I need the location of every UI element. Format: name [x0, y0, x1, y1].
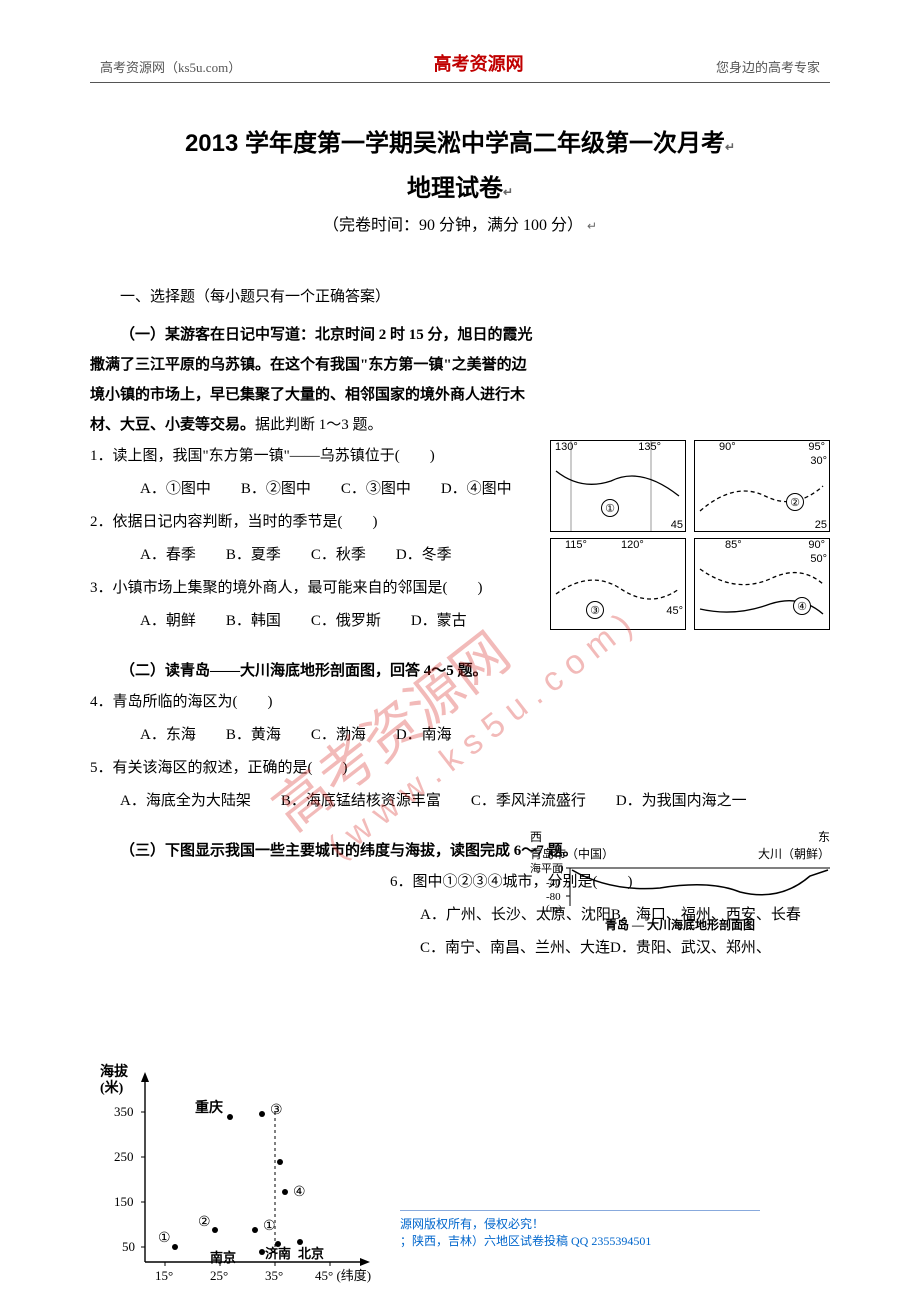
footer-line-2: ；陕西，吉林）六地区试卷投稿 QQ 2355394501	[400, 1232, 760, 1249]
exam-title-text: 2013 学年度第一学期吴淞中学高二年级第一次月考	[185, 130, 725, 157]
question-4-options: A．东海 B．黄海 C．渤海 D．南海	[140, 719, 830, 752]
header-left: 高考资源网（ks5u.com）	[100, 57, 241, 76]
svg-text:①: ①	[263, 1219, 276, 1234]
q6-opt-d: D．贵阳、武汉、郑州、	[610, 940, 771, 956]
header-brand: 高考资源网	[434, 50, 524, 76]
page-root: 高考资源网（ks5u.com） 高考资源网 您身边的高考专家 2013 学年度第…	[0, 0, 920, 1126]
map-3: 115° 120° 45° ③	[550, 538, 686, 630]
svg-text:海拔: 海拔	[100, 1063, 129, 1080]
exam-title: 2013 学年度第一学期吴淞中学高二年级第一次月考↵	[90, 123, 830, 158]
svg-text:150: 150	[114, 1194, 134, 1209]
passage-1-tail: 据此判断 1～3 题。	[255, 417, 383, 433]
map-2-num: ②	[786, 493, 804, 511]
profile-east: 东	[818, 828, 830, 845]
header-rule	[90, 82, 830, 83]
svg-text:②: ②	[198, 1215, 211, 1230]
svg-text:250: 250	[114, 1149, 134, 1164]
svg-text:(m): (m)	[546, 903, 562, 912]
svg-text:50: 50	[122, 1239, 135, 1254]
map-3-num: ③	[586, 601, 604, 619]
question-5-options: A．海底全为大陆架 B．海底锰结核资源丰富 C．季风洋流盛行 D．为我国内海之一	[120, 785, 830, 818]
svg-text:④: ④	[293, 1185, 306, 1200]
svg-text:(米): (米)	[100, 1079, 124, 1096]
question-6-opt-cd: C．南宁、南昌、兰州、大连D．贵阳、武汉、郑州、	[420, 932, 830, 965]
svg-text:南京: 南京	[210, 1250, 236, 1265]
map-1: 130° 135° 45 ①	[550, 440, 686, 532]
map-4: 85° 90° 50° ④	[694, 538, 830, 630]
exam-timing: （完卷时间：90 分钟，满分 100 分） ↵	[90, 211, 830, 235]
profile-caption: 青岛 — 大川海底地形剖面图	[530, 916, 830, 933]
svg-text:③: ③	[270, 1103, 283, 1118]
header-right: 您身边的高考专家	[716, 57, 820, 76]
question-4: 4．青岛所临的海区为( )	[90, 686, 830, 719]
svg-text:350: 350	[114, 1104, 134, 1119]
q6-opt-c: C．南宁、南昌、兰州、大连	[420, 940, 610, 956]
map-1-num: ①	[601, 499, 619, 517]
page-footer: 源网版权所有，侵权必究！ ；陕西，吉林）六地区试卷投稿 QQ 235539450…	[400, 1210, 760, 1249]
svg-text:45° (纬度): 45° (纬度)	[315, 1268, 371, 1283]
svg-text:-40: -40	[546, 877, 561, 889]
svg-text:①: ①	[158, 1231, 171, 1246]
profile-figure: 西 东 青岛市（中国） 大川（朝鲜） 海平面 0 -40 -80 (m) 青岛 …	[530, 828, 830, 933]
footer-line-1: 源网版权所有，侵权必究！	[400, 1215, 760, 1232]
svg-text:北京: 北京	[298, 1246, 324, 1261]
map-2: 90° 95° 30° 25 ②	[694, 440, 830, 532]
question-5: 5．有关该海区的叙述，正确的是( )	[90, 752, 830, 785]
svg-text:济南: 济南	[265, 1246, 291, 1261]
maps-figure: 130° 135° 45 ① 90° 95° 30° 25 ②	[550, 440, 830, 636]
profile-right-city: 大川（朝鲜）	[758, 845, 830, 862]
map-4-num: ④	[793, 597, 811, 615]
exam-timing-text: （完卷时间：90 分钟，满分 100 分）	[323, 217, 583, 234]
svg-text:0: 0	[558, 863, 564, 875]
profile-west: 西	[530, 828, 542, 845]
page-header: 高考资源网（ks5u.com） 高考资源网 您身边的高考专家	[90, 50, 830, 82]
svg-text:-80: -80	[546, 891, 561, 903]
exam-subtitle-text: 地理试卷	[407, 175, 503, 202]
passage-2: （二）读青岛——大川海底地形剖面图，回答 4～5 题。	[90, 656, 830, 686]
svg-text:15°: 15°	[155, 1268, 173, 1283]
exam-subtitle: 地理试卷↵	[90, 168, 830, 203]
scatter-figure: 350 250 150 50 15° 25° 35° 45° (纬度) 海拔 (…	[100, 1062, 380, 1292]
profile-svg: 海平面 0 -40 -80 (m)	[530, 862, 830, 912]
section-1-heading: 一、选择题（每小题只有一个正确答案）	[120, 285, 830, 306]
svg-text:25°: 25°	[210, 1268, 228, 1283]
passage-1: （一）某游客在日记中写道：北京时间 2 时 15 分，旭日的霞光撒满了三江平原的…	[90, 320, 830, 440]
profile-left-city: 青岛市（中国）	[530, 845, 614, 862]
svg-text:重庆: 重庆	[195, 1099, 223, 1116]
svg-text:35°: 35°	[265, 1268, 283, 1283]
